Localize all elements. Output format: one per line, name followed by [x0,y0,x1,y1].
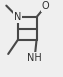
Text: NH: NH [27,53,42,63]
Text: N: N [14,12,21,22]
Text: O: O [42,1,49,11]
